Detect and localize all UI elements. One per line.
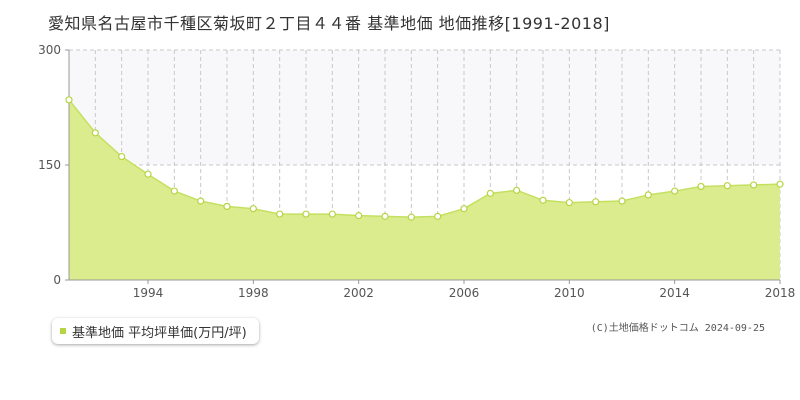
x-tick-label: 2006 — [449, 286, 480, 300]
data-point — [486, 189, 494, 197]
data-point — [65, 96, 73, 104]
data-point — [118, 152, 126, 161]
x-tick-label: 2014 — [659, 286, 690, 300]
data-point — [328, 210, 336, 218]
legend: 基準地価 平均坪単価(万円/坪) — [52, 318, 259, 344]
data-point — [697, 182, 705, 191]
x-tick-label: 2002 — [343, 286, 374, 300]
data-point — [407, 213, 415, 221]
plot-upper-band — [69, 50, 780, 165]
data-point — [618, 197, 626, 205]
data-point — [223, 202, 231, 210]
data-point — [381, 212, 389, 220]
data-point — [539, 196, 547, 204]
data-point — [592, 198, 600, 206]
x-tick-label: 1994 — [133, 286, 164, 300]
copyright-text: (C)土地価格ドットコム 2024-09-25 — [590, 323, 765, 334]
data-point — [170, 187, 178, 195]
data-point — [644, 191, 652, 199]
data-point — [355, 212, 363, 220]
x-tick-label: 1998 — [238, 286, 269, 300]
series-area — [69, 99, 780, 280]
data-point — [302, 210, 310, 218]
y-tick-label: 0 — [53, 273, 61, 287]
chart-title: 愛知県名古屋市千種区菊坂町２丁目４４番 基準地価 地価推移[1991-2018] — [48, 14, 610, 33]
data-point — [750, 181, 758, 189]
y-tick-label: 300 — [38, 43, 61, 57]
data-point — [460, 205, 468, 213]
data-point — [197, 197, 205, 205]
data-point — [671, 187, 679, 195]
data-point — [276, 210, 284, 218]
data-point — [144, 170, 152, 178]
x-tick-label: 2010 — [554, 286, 585, 300]
data-point — [513, 186, 521, 194]
data-point — [249, 205, 257, 213]
legend-label: 基準地価 平均坪単価(万円/坪) — [72, 325, 247, 341]
data-point — [434, 212, 442, 220]
legend-marker-icon — [60, 328, 66, 334]
data-point — [776, 180, 784, 188]
data-point — [565, 198, 573, 207]
series-line — [68, 99, 781, 218]
x-tick-label: 2018 — [765, 286, 796, 300]
data-point — [91, 129, 99, 137]
y-tick-label: 150 — [38, 158, 61, 172]
data-point — [723, 182, 731, 190]
